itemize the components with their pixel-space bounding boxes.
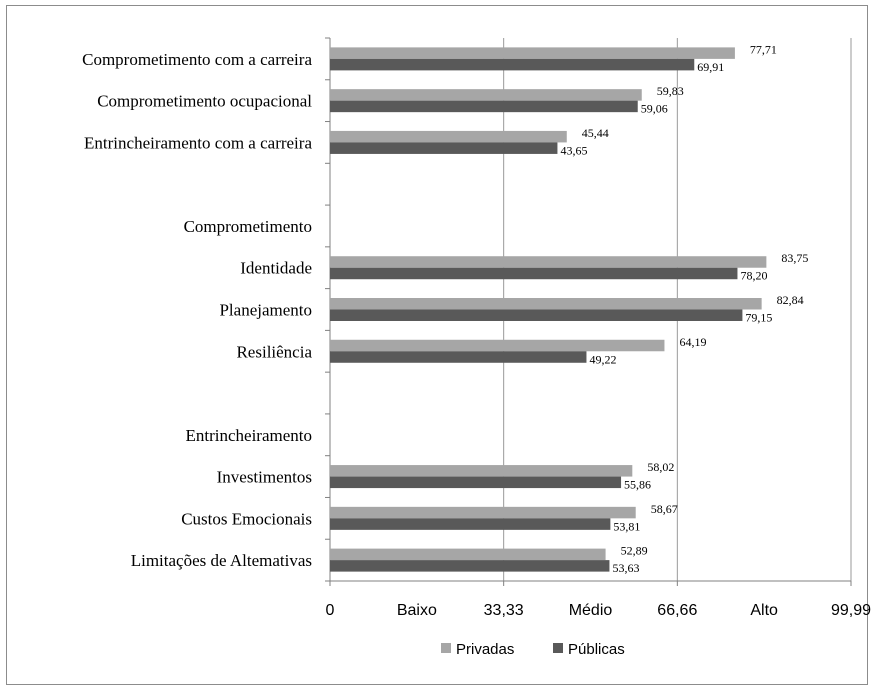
value-label-publicas: 55,86: [624, 478, 651, 492]
category-label: Comprometimento com a carreira: [82, 50, 312, 69]
bar-publicas: [330, 351, 587, 363]
category-label: Entrincheiramento: [185, 426, 312, 445]
value-label-privadas: 82,84: [777, 293, 804, 307]
value-label-publicas: 59,06: [641, 102, 668, 116]
bar-privadas: [330, 298, 762, 310]
x-tick-label: 0: [326, 602, 335, 619]
category-label: Comprometimento: [184, 217, 312, 236]
bar-privadas: [330, 339, 665, 352]
value-label-privadas: 58,67: [651, 502, 678, 516]
bar-privadas: [330, 548, 606, 561]
value-label-publicas: 69,91: [697, 60, 724, 74]
category-label: Planejamento: [219, 301, 312, 320]
value-label-publicas: 53,63: [612, 561, 639, 575]
value-label-privadas: 52,89: [621, 544, 648, 558]
bar-publicas: [330, 100, 638, 113]
x-tick-label: Baixo: [397, 602, 437, 619]
legend-swatch-privadas: [441, 643, 451, 653]
legend-swatch-publicas: [553, 643, 563, 653]
legend-label: Públicas: [568, 641, 625, 658]
bar-publicas: [330, 142, 558, 154]
x-tick-label: Médio: [569, 602, 613, 619]
x-tick-label: 66,66: [657, 602, 697, 619]
category-label: Identidade: [240, 259, 312, 278]
bar-privadas: [330, 256, 767, 268]
value-label-publicas: 43,65: [560, 143, 587, 157]
x-tick-label: Alto: [750, 602, 778, 619]
bar-privadas: [330, 130, 567, 143]
value-label-publicas: 49,22: [589, 352, 616, 366]
value-label-privadas: 45,44: [582, 126, 609, 140]
bar-publicas: [330, 560, 610, 572]
category-label: Comprometimento ocupacional: [97, 92, 312, 111]
category-label: Resiliência: [236, 342, 312, 361]
x-tick-label: 99,99: [831, 602, 871, 619]
category-label: Investimentos: [217, 468, 312, 487]
value-label-privadas: 59,83: [657, 84, 684, 98]
value-label-privadas: 77,71: [750, 42, 777, 56]
value-label-privadas: 83,75: [781, 251, 808, 265]
bar-privadas: [330, 506, 636, 519]
bar-publicas: [330, 476, 622, 489]
value-label-publicas: 78,20: [740, 269, 767, 283]
category-label: Entrincheiramento com a carreira: [84, 133, 312, 152]
bar-privadas: [330, 465, 633, 477]
category-label: Custos Emocionais: [181, 509, 312, 528]
category-label: Limitações de Altemativas: [131, 551, 312, 570]
value-label-privadas: 58,02: [647, 460, 674, 474]
bar-publicas: [330, 309, 743, 321]
x-tick-label: 33,33: [484, 602, 524, 619]
legend-label: Privadas: [456, 641, 514, 658]
bar-publicas: [330, 518, 611, 530]
bar-privadas: [330, 47, 735, 59]
value-label-publicas: 79,15: [745, 311, 772, 325]
value-label-privadas: 64,19: [679, 335, 706, 349]
bar-privadas: [330, 89, 642, 101]
value-label-publicas: 53,81: [613, 519, 640, 533]
bar-publicas: [330, 267, 738, 280]
bar-publicas: [330, 58, 695, 71]
